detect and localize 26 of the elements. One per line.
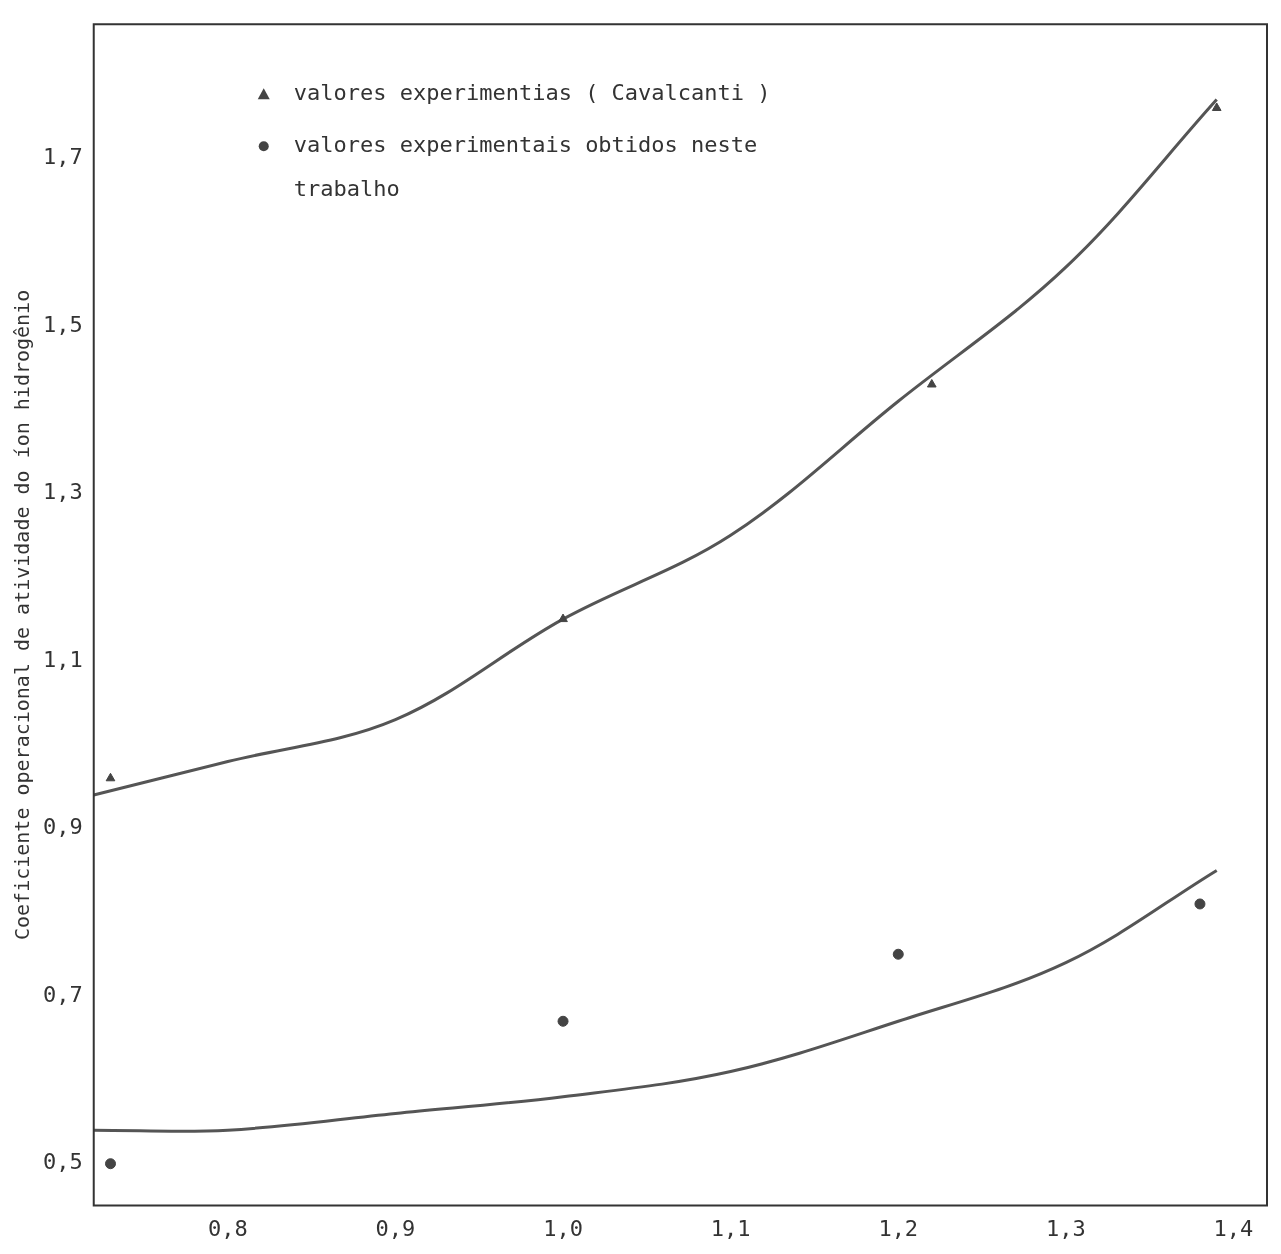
x-tick-label: 1,1 [710, 1215, 751, 1241]
point [105, 772, 116, 782]
x-tick-label: 1,4 [1213, 1215, 1254, 1241]
x-tick-label: 0,9 [375, 1215, 416, 1241]
y-tick-label: 1,1 [42, 646, 83, 672]
y-tick-label: 0,7 [42, 981, 83, 1007]
point [557, 1015, 569, 1027]
y-tick-label: 0,5 [42, 1149, 83, 1175]
point [892, 948, 904, 960]
point [105, 1158, 116, 1170]
line-series [93, 868, 1219, 1133]
point [1211, 102, 1222, 111]
point [926, 378, 937, 388]
point [1194, 898, 1206, 910]
y-tick-label: 0,9 [42, 814, 83, 840]
y-axis-title: Coeficiente operacional de atividade do íon hidrogênio [10, 289, 35, 941]
x-tick-label: 1,3 [1045, 1215, 1086, 1241]
y-tick-label: 1,7 [42, 143, 83, 169]
legend-label: valores experimentais obtidos neste trabalho [293, 131, 758, 201]
x-tick-label: 1,0 [543, 1215, 583, 1241]
y-tick-label: 1,5 [42, 311, 83, 337]
point [558, 613, 568, 623]
y-tick-label: 1,3 [42, 479, 83, 505]
x-tick-label: 1,2 [878, 1215, 919, 1241]
x-tick-label: 0,8 [207, 1215, 248, 1241]
legend-label: valores experimentias ( Cavalcanti ) [293, 79, 771, 105]
